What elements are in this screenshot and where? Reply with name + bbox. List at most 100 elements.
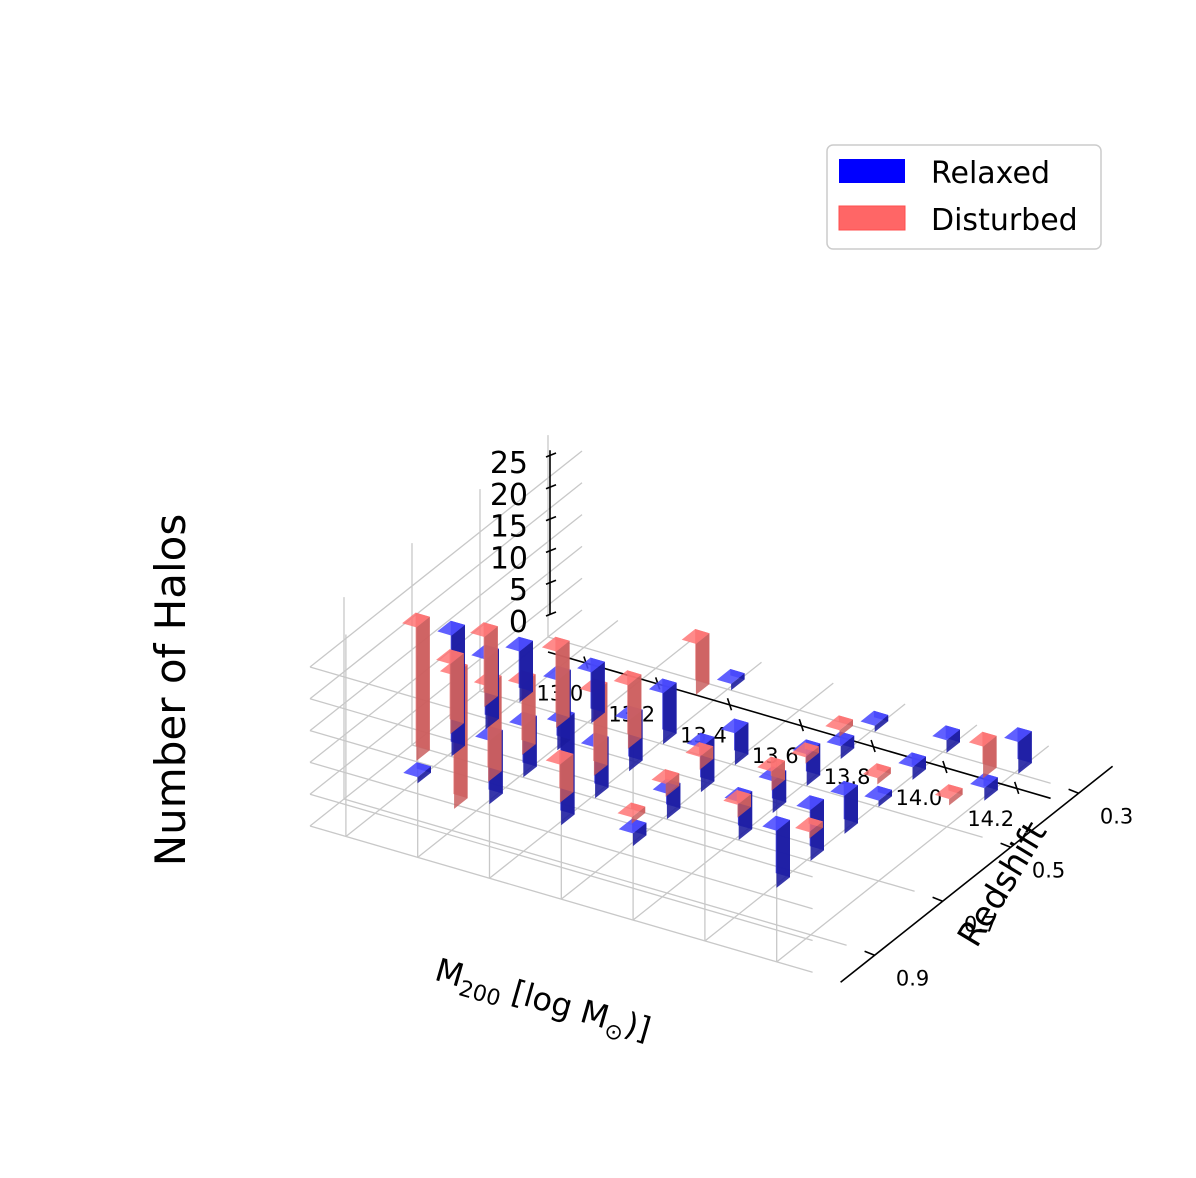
bar-disturbed-r2-c4-top <box>757 756 785 772</box>
z-tick-5 <box>545 452 557 458</box>
bar-relaxed-r2-c2-top <box>648 678 677 694</box>
bar-disturbed-r1-c4-top <box>791 742 819 758</box>
bar-disturbed-r2-c0 <box>470 622 498 707</box>
bar-disturbed-r4-c3 <box>617 802 646 824</box>
bar-disturbed-r1-c4-side <box>805 746 819 764</box>
bar-disturbed-r0-c6-top <box>968 731 997 747</box>
bar-disturbed-r2-c3-top <box>685 742 714 757</box>
bar-disturbed-r4-c3-side <box>631 806 646 824</box>
bar-relaxed-r4-c5-top <box>796 795 824 810</box>
bar-disturbed-r4-c2 <box>545 749 574 803</box>
bar-disturbed-r1-c6-side <box>949 788 963 806</box>
legend-label-disturbed: Disturbed <box>931 203 1078 238</box>
bar-relaxed-r5-c0-top <box>403 762 431 778</box>
bar-relaxed-r5-c3-side <box>632 822 647 847</box>
bar-disturbed-r2-c4-side <box>771 760 785 791</box>
x-tick-6 <box>1013 781 1020 795</box>
left-wall-grid-z-4 <box>309 482 583 700</box>
x-tick-4 <box>870 739 876 753</box>
legend-label-relaxed: Relaxed <box>931 156 1050 191</box>
bar-relaxed-r3-c3-top <box>686 732 715 748</box>
bar-disturbed-r4-c2-side <box>559 753 574 803</box>
floor-grid-x-3 <box>560 682 834 900</box>
bar-disturbed-r2-c2-side <box>627 674 642 749</box>
bar-relaxed-r5-c5-side <box>776 820 790 888</box>
bar-relaxed-r0-c2-top <box>716 669 745 684</box>
bar-relaxed-r1-c5-side <box>912 756 926 780</box>
bar-disturbed-r0-c4-top <box>825 715 853 731</box>
bar-relaxed-r2-c0 <box>505 636 533 703</box>
z-tick-2 <box>545 547 557 554</box>
floor-grid-x-6 <box>776 745 1050 963</box>
y-tick-0 <box>1068 788 1079 795</box>
bar-disturbed-r3-c3 <box>651 769 680 797</box>
bar-disturbed-r1-c6-top <box>934 784 963 799</box>
back-wall-grid-z-2 <box>309 761 813 910</box>
bar-disturbed-r3-c5-top <box>795 817 823 833</box>
left-wall-grid-z-3 <box>309 514 583 732</box>
z-tick-label-2: 10 <box>490 541 528 576</box>
z-tick-4 <box>545 484 557 490</box>
bar-relaxed-r3-c5-side <box>844 785 858 834</box>
floor-grid-x-2 <box>489 661 762 879</box>
bar-disturbed-r0-c6-side <box>983 735 997 779</box>
bar-disturbed-r2-c0-side <box>484 626 498 707</box>
bar-relaxed-r2-c1-side <box>591 661 605 724</box>
z-tick-label-4: 20 <box>490 478 528 513</box>
bar-relaxed-r5-c0-side <box>417 766 431 784</box>
bar-disturbed-r4-c0-side <box>416 616 430 761</box>
bar-relaxed-r0-c5-top <box>932 725 960 741</box>
y-tick-label-3: 0.9 <box>896 966 929 990</box>
bar-relaxed-r0-c6-side <box>1018 731 1032 774</box>
bar-disturbed-r0-c2-side <box>695 633 710 695</box>
legend-swatch-disturbed <box>838 205 906 231</box>
z-tick-label-1: 5 <box>509 573 528 608</box>
bar-relaxed-r0-c6-top <box>1004 727 1032 742</box>
floor-grid-x-1 <box>417 640 691 858</box>
bar-relaxed-r2-c0-side <box>519 640 533 703</box>
x-axis-title-subscript: 200 <box>456 976 503 1012</box>
bar-relaxed-r0-c4-side <box>874 715 889 732</box>
bar-relaxed-r2-c3-side <box>734 722 749 766</box>
bar-relaxed-r2-c2-side <box>663 682 677 745</box>
bar-disturbed-r0-c4 <box>825 715 853 737</box>
x-tick-2 <box>726 697 733 711</box>
y-tick-2 <box>932 896 943 903</box>
bar-disturbed-r2-c3 <box>685 742 714 770</box>
bar-relaxed-r2-c2 <box>648 678 677 745</box>
y-tick-label-1: 0.5 <box>1032 858 1065 882</box>
y-axis-line <box>840 765 1114 983</box>
back-wall-grid-z-0 <box>309 825 813 973</box>
floor-grid-x-0 <box>345 619 619 837</box>
x-tick-5 <box>942 760 948 774</box>
y-tick-3 <box>864 950 875 957</box>
z-tick-label-5: 25 <box>490 446 528 481</box>
floor-grid-x-5 <box>704 724 978 942</box>
bar-disturbed-r4-c0 <box>402 612 430 761</box>
legend-swatch-relaxed <box>839 159 905 183</box>
x-axis-title-rest: [log M <box>498 970 613 1037</box>
bar-relaxed-r1-c6-top <box>970 773 998 789</box>
bar-disturbed-r1-c6 <box>934 784 963 806</box>
bar-disturbed-r3-c3-side <box>665 773 680 797</box>
bar-disturbed-r1-c5 <box>863 763 891 785</box>
x-tick-label-5: 14.0 <box>896 786 943 810</box>
bar-disturbed-r0-c2 <box>681 629 710 695</box>
bar-relaxed-r3-c5 <box>830 780 858 834</box>
bar-relaxed-r1-c6-side <box>984 777 998 801</box>
floor-grid-y-3 <box>343 798 847 946</box>
bar-disturbed-r3-c4 <box>723 790 751 818</box>
bar-relaxed-r1-c4-side <box>840 735 855 759</box>
bar-relaxed-r1-c4 <box>826 731 855 759</box>
y-axis-title: Redshift <box>950 815 1055 954</box>
bar-disturbed-r3-c4-top <box>723 790 751 805</box>
bar-disturbed-r3-c5-side <box>809 821 823 839</box>
floor-grid-y-0 <box>547 636 1051 784</box>
left-wall-grid-z-1 <box>309 577 583 795</box>
bars <box>402 612 1032 888</box>
x-tick-label-6: 14.2 <box>967 807 1014 831</box>
bar-disturbed-r3-c0 <box>436 649 464 734</box>
bar-relaxed-r3-c5-top <box>830 780 858 796</box>
bar-relaxed-r0-c5-side <box>946 729 960 753</box>
